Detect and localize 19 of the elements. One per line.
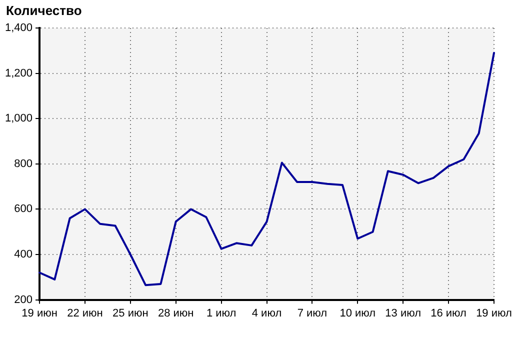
y-tick-label: 1,200 bbox=[4, 67, 33, 80]
x-tick-label: 25 июн bbox=[112, 307, 148, 320]
x-tick-label: 19 июн bbox=[22, 307, 58, 320]
x-tick-label: 19 июл bbox=[476, 307, 512, 320]
x-tick-label: 4 июл bbox=[252, 307, 282, 320]
x-tick-label: 1 июл bbox=[206, 307, 236, 320]
y-tick-label: 800 bbox=[14, 158, 33, 170]
x-tick-label: 7 июл bbox=[297, 307, 328, 320]
x-tick-label: 10 июл bbox=[340, 307, 376, 320]
y-tick-label: 1,400 bbox=[4, 22, 33, 34]
x-tick-label: 13 июл bbox=[385, 307, 422, 320]
x-tick-label: 28 июн bbox=[158, 307, 194, 320]
y-axis-title: Количество bbox=[6, 3, 82, 18]
x-tick-label: 22 июн bbox=[67, 307, 103, 320]
x-tick-label: 16 июл bbox=[430, 307, 466, 320]
y-tick-label: 600 bbox=[14, 203, 33, 216]
y-tick-label: 200 bbox=[14, 294, 33, 306]
y-tick-label: 400 bbox=[14, 248, 33, 261]
y-tick-label: 1,000 bbox=[4, 112, 33, 125]
